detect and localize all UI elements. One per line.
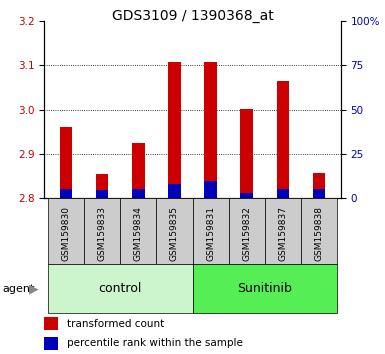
Bar [168, 184, 181, 198]
Bar [96, 190, 109, 198]
Bar [48, 198, 84, 264]
Text: GSM159831: GSM159831 [206, 206, 215, 261]
Bar [120, 198, 156, 264]
Bar [276, 189, 289, 198]
Text: GDS3109 / 1390368_at: GDS3109 / 1390368_at [112, 9, 273, 23]
Text: GSM159830: GSM159830 [62, 206, 70, 261]
Bar [192, 198, 229, 264]
Text: GSM159837: GSM159837 [278, 206, 287, 261]
Text: Sunitinib: Sunitinib [238, 282, 292, 295]
Bar [132, 143, 145, 198]
Text: GSM159838: GSM159838 [315, 206, 323, 261]
Text: GSM159832: GSM159832 [242, 206, 251, 261]
Bar [156, 198, 192, 264]
Text: ▶: ▶ [29, 282, 38, 295]
Text: percentile rank within the sample: percentile rank within the sample [67, 338, 243, 348]
Text: agent: agent [2, 284, 34, 293]
Bar [48, 264, 192, 313]
Bar [168, 62, 181, 198]
Bar [96, 174, 109, 198]
Bar [313, 189, 325, 198]
Bar [240, 109, 253, 198]
Bar [44, 337, 58, 350]
Bar [204, 62, 217, 198]
Text: GSM159835: GSM159835 [170, 206, 179, 261]
Bar [240, 193, 253, 198]
Bar [229, 198, 265, 264]
Bar [132, 189, 145, 198]
Bar [60, 189, 72, 198]
Bar [44, 318, 58, 330]
Bar [60, 127, 72, 198]
Text: transformed count: transformed count [67, 319, 164, 329]
Text: GSM159833: GSM159833 [98, 206, 107, 261]
Bar [265, 198, 301, 264]
Bar [204, 181, 217, 198]
Bar [301, 198, 337, 264]
Text: GSM159834: GSM159834 [134, 206, 143, 261]
Bar [192, 264, 337, 313]
Bar [313, 173, 325, 198]
Bar [276, 81, 289, 198]
Text: control: control [99, 282, 142, 295]
Bar [84, 198, 120, 264]
